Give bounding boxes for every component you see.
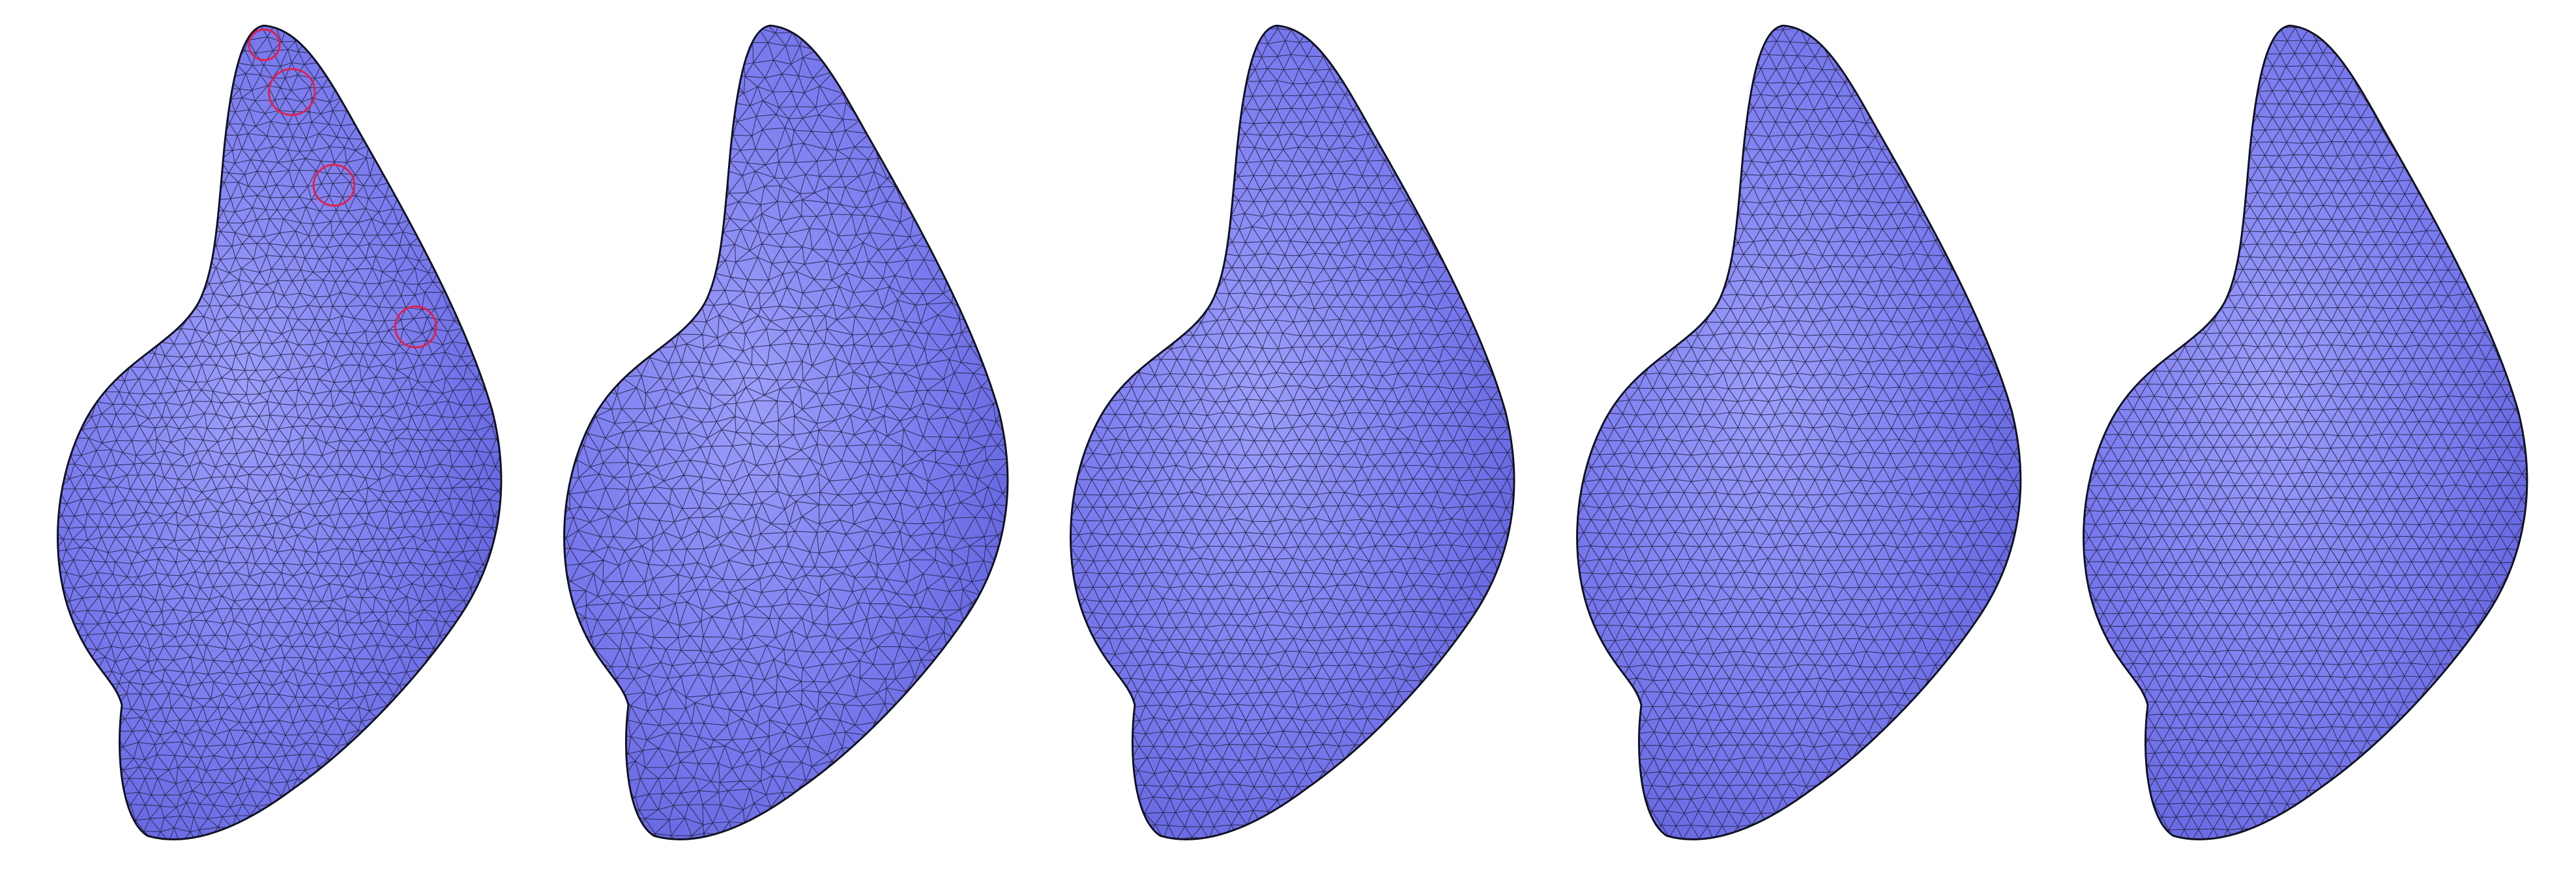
defect-marker-circle xyxy=(248,28,281,61)
mesh-2-surface xyxy=(564,25,1008,840)
defect-marker-circle xyxy=(312,164,356,207)
defect-marker-circle xyxy=(394,306,437,349)
mesh-2-outline xyxy=(563,24,1009,840)
mesh-5-outline xyxy=(2083,24,2528,840)
mesh-3 xyxy=(1070,24,1515,840)
mesh-4-outline xyxy=(1576,24,2022,840)
mesh-4-surface xyxy=(1577,25,2021,840)
mesh-3-outline xyxy=(1070,24,1515,840)
mesh-1 xyxy=(57,24,503,840)
mesh-2 xyxy=(563,24,1009,840)
defect-marker-circle xyxy=(267,68,316,116)
mesh-4 xyxy=(1576,24,2022,840)
mesh-1-surface xyxy=(57,25,501,840)
mesh-1-outline xyxy=(57,24,503,840)
mesh-5 xyxy=(2083,24,2528,840)
mesh-3-surface xyxy=(1070,25,1514,840)
mesh-5-surface xyxy=(2083,25,2527,840)
